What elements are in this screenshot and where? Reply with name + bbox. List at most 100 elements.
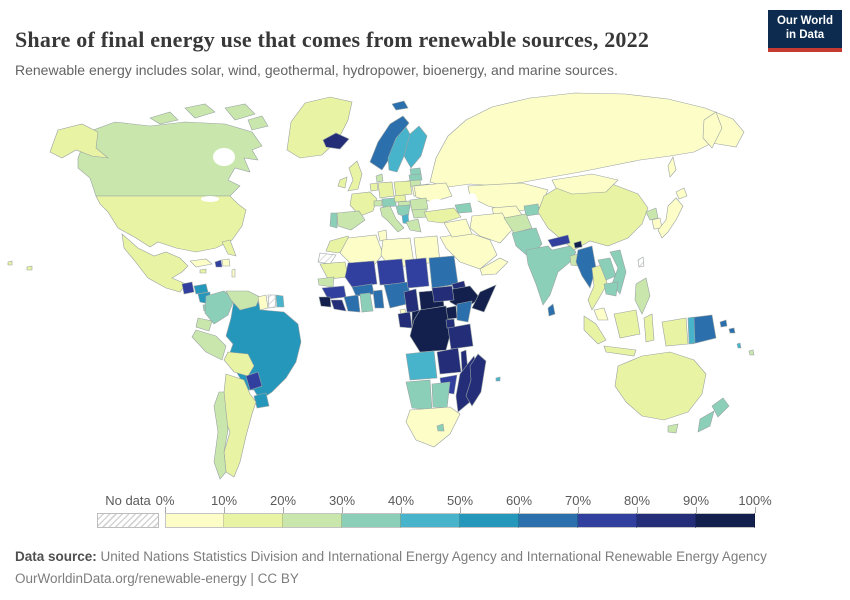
legend-segment-80-90%[interactable] — [637, 513, 696, 528]
region-hokkaido[interactable] — [675, 187, 688, 200]
region-sri-lanka[interactable] — [547, 303, 556, 317]
region-alaska[interactable] — [49, 123, 109, 159]
region-denmark[interactable] — [375, 173, 384, 183]
region-sakhalin[interactable] — [667, 156, 677, 178]
region-lesotho[interactable] — [436, 423, 445, 432]
region-hawaii[interactable] — [7, 260, 13, 266]
region-ireland[interactable] — [337, 176, 348, 189]
region-cuba[interactable] — [189, 258, 213, 268]
region-yemen-oman[interactable] — [479, 257, 509, 276]
region-uganda[interactable] — [445, 305, 458, 320]
region-finland[interactable] — [403, 125, 428, 169]
region-switzerland[interactable] — [373, 199, 383, 207]
region-vanuatu[interactable] — [736, 342, 742, 349]
region-java[interactable] — [603, 345, 637, 357]
region-malaysia[interactable] — [593, 307, 609, 321]
region-liberia[interactable] — [330, 299, 347, 312]
region-chad[interactable] — [404, 257, 430, 289]
legend-segment-40-50%[interactable] — [401, 513, 460, 528]
region-nepal[interactable] — [547, 234, 571, 248]
region-norway[interactable] — [369, 115, 410, 171]
region-japan[interactable] — [657, 197, 684, 239]
region-north-korea[interactable] — [645, 207, 659, 221]
region-togo-benin[interactable] — [372, 289, 385, 309]
region-niger[interactable] — [376, 258, 406, 286]
region-canada-arctic[interactable] — [224, 103, 256, 121]
region-iceland[interactable] — [322, 132, 350, 150]
region-benelux[interactable] — [369, 182, 379, 192]
region-colombia[interactable] — [204, 290, 235, 325]
region-bhutan[interactable] — [573, 240, 583, 249]
region-cameroon[interactable] — [403, 288, 420, 313]
region-tasmania[interactable] — [667, 423, 679, 434]
region-afghanistan[interactable] — [503, 213, 533, 234]
region-suriname[interactable] — [267, 294, 277, 309]
region-hawaii[interactable] — [26, 265, 33, 271]
region-australia[interactable] — [614, 351, 707, 421]
region-ecuador[interactable] — [195, 317, 213, 332]
region-rwanda-burundi[interactable] — [445, 318, 456, 329]
region-philippines[interactable] — [634, 277, 651, 315]
region-kamchatka[interactable] — [702, 111, 723, 149]
region-russia[interactable] — [429, 92, 745, 188]
region-borneo[interactable] — [613, 309, 641, 339]
legend-segment-70-80%[interactable] — [578, 513, 637, 528]
legend-segment-20-30%[interactable] — [283, 513, 342, 528]
region-chile[interactable] — [213, 391, 229, 480]
region-germany[interactable] — [377, 181, 395, 199]
region-guatemala[interactable] — [181, 281, 195, 295]
owid-logo[interactable]: Our World in Data — [768, 10, 842, 52]
region-new-zealand-south[interactable] — [697, 410, 715, 433]
region-sumatra[interactable] — [583, 315, 607, 345]
region-syria-iraq[interactable] — [443, 218, 473, 238]
region-ukraine[interactable] — [413, 182, 453, 203]
region-botswana[interactable] — [431, 381, 451, 409]
region-south-sudan[interactable] — [431, 285, 455, 303]
region-poland[interactable] — [393, 180, 413, 197]
region-tunisia[interactable] — [377, 229, 388, 242]
region-sierra-leone[interactable] — [318, 296, 332, 308]
region-portugal[interactable] — [329, 212, 338, 229]
region-iran[interactable] — [469, 212, 513, 244]
region-uruguay[interactable] — [253, 392, 270, 409]
region-solomon-islands[interactable] — [719, 319, 728, 328]
region-honduras[interactable] — [193, 283, 209, 295]
region-cote-divoire[interactable] — [343, 294, 361, 313]
region-sudan[interactable] — [428, 255, 459, 289]
region-jamaica[interactable] — [199, 268, 207, 274]
region-canada-arctic[interactable] — [247, 115, 269, 131]
region-caucasus[interactable] — [454, 202, 473, 214]
region-saudi-arabia[interactable] — [439, 232, 498, 270]
region-florida[interactable] — [221, 239, 237, 257]
region-gabon[interactable] — [397, 311, 413, 329]
region-lesser-antilles[interactable] — [231, 268, 236, 278]
region-peru[interactable] — [191, 329, 227, 361]
region-senegal[interactable] — [317, 276, 335, 288]
region-south-africa[interactable] — [405, 406, 461, 448]
region-ghana[interactable] — [359, 292, 374, 313]
region-czechia[interactable] — [393, 194, 407, 203]
region-papua-new-guinea-west[interactable] — [687, 316, 696, 345]
legend-segment-10-20%[interactable] — [224, 513, 283, 528]
region-mauritius[interactable] — [495, 376, 501, 382]
link-line[interactable]: OurWorldinData.org/renewable-energy | CC… — [15, 571, 299, 586]
region-italy[interactable] — [379, 205, 405, 233]
legend-segment-0-10%[interactable] — [165, 513, 224, 528]
region-united-kingdom[interactable] — [347, 160, 363, 192]
region-mexico[interactable] — [121, 233, 189, 293]
region-haiti[interactable] — [214, 259, 223, 268]
region-greenland[interactable] — [286, 96, 353, 159]
region-french-guiana[interactable] — [275, 294, 285, 308]
region-dominican-republic[interactable] — [221, 258, 231, 267]
region-france[interactable] — [349, 191, 378, 217]
region-usa[interactable] — [95, 195, 247, 253]
region-indonesian-papua[interactable] — [661, 317, 689, 347]
region-taiwan[interactable] — [637, 256, 645, 268]
region-venezuela[interactable] — [225, 290, 261, 311]
legend-segment-60-70%[interactable] — [519, 513, 578, 528]
region-kenya[interactable] — [456, 300, 473, 323]
region-namibia[interactable] — [405, 379, 433, 411]
region-mauritania[interactable] — [319, 261, 349, 280]
region-greece[interactable] — [405, 218, 422, 233]
region-canada-arctic[interactable] — [184, 103, 216, 119]
